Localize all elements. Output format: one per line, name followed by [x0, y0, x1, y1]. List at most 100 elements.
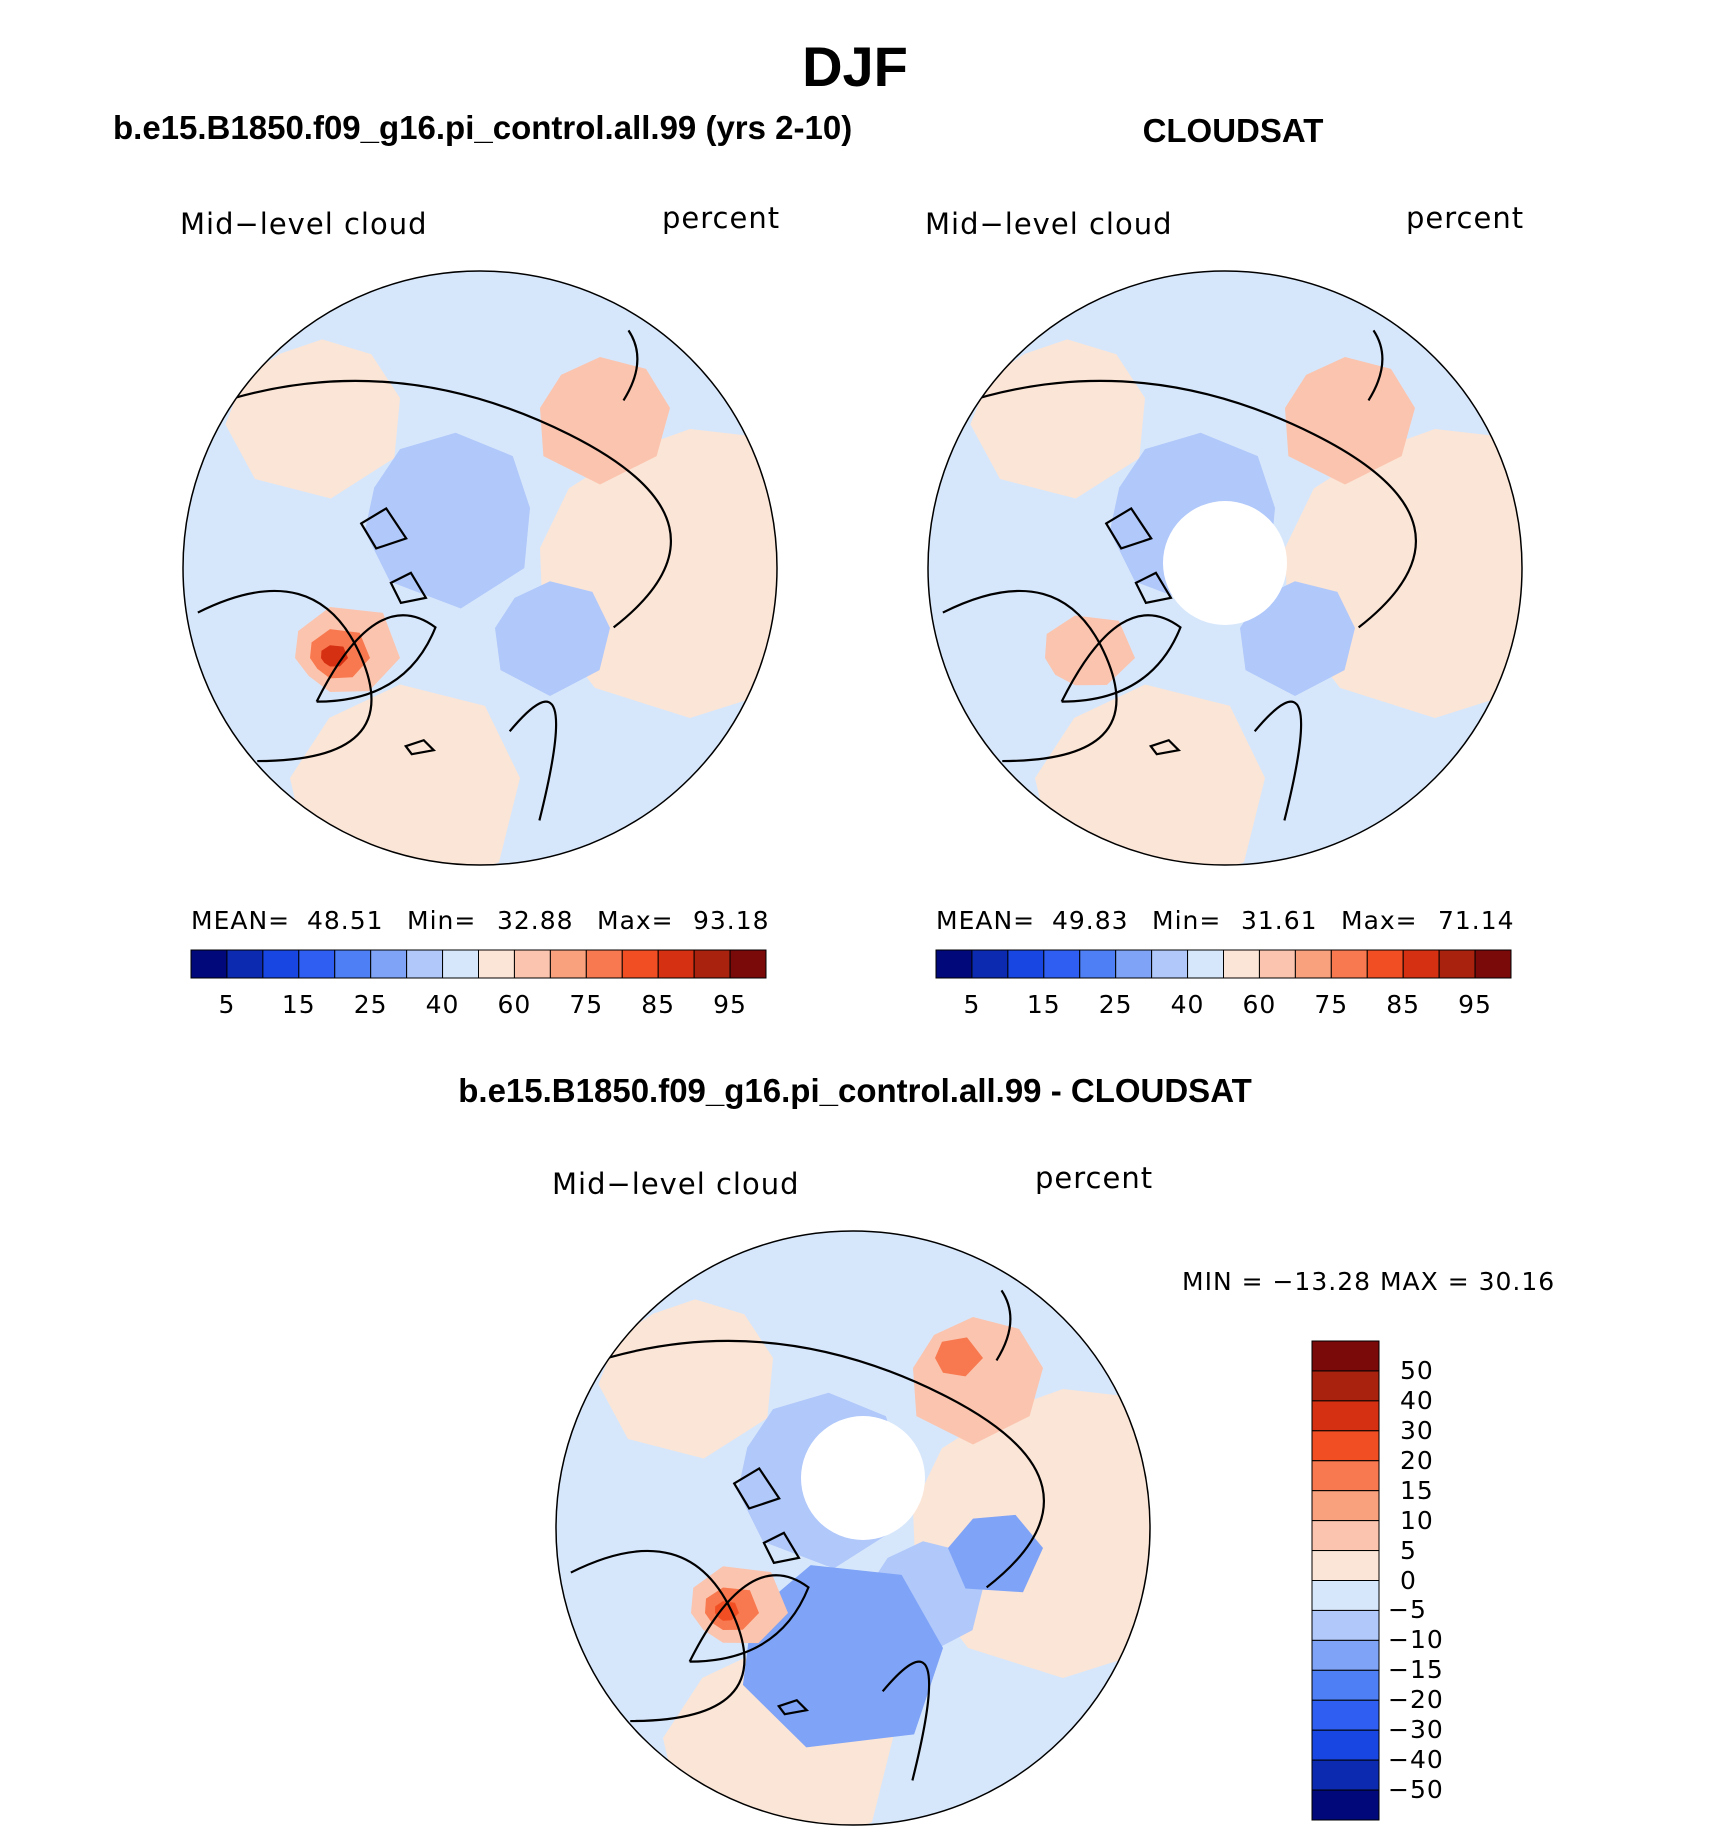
coastline	[1367, 329, 1384, 401]
colorbar-tick-label: −5	[1388, 1595, 1427, 1625]
colorbar-swatch	[1311, 1759, 1380, 1791]
colorbar-tick-label: 75	[569, 990, 604, 1019]
coastline	[315, 614, 437, 703]
colorbar-tick-label: 0	[1400, 1565, 1417, 1595]
colorbar-swatch	[513, 949, 551, 979]
colorbar-swatch	[1330, 949, 1368, 979]
colorbar-swatch	[1311, 1789, 1380, 1821]
colorbar-swatch	[621, 949, 659, 979]
field-region	[540, 429, 777, 718]
colorbar-tick-label: 95	[1458, 990, 1492, 1019]
field-region	[364, 432, 530, 609]
coastlines	[570, 1289, 1045, 1781]
field-region	[1045, 615, 1135, 686]
panel2-min-label: Min=	[1152, 906, 1222, 935]
colorbar-tick-label: −10	[1388, 1625, 1444, 1655]
difference-units: percent	[1035, 1161, 1154, 1195]
colorbar-swatch	[729, 949, 767, 979]
colorbar-swatch	[1007, 949, 1045, 979]
colorbar-swatch	[1311, 1520, 1380, 1552]
panel2-max-value: 71.14	[1438, 906, 1515, 935]
difference-variable: Mid−level cloud	[552, 1167, 800, 1201]
colorbar-tick-label: 30	[1400, 1415, 1434, 1445]
coastlines	[197, 329, 672, 821]
colorbar-tick-label: 15	[281, 990, 316, 1019]
coastline	[197, 590, 373, 763]
coastline	[1104, 506, 1153, 550]
colorbar-swatch	[549, 949, 587, 979]
coastline	[1253, 700, 1303, 821]
difference-title: b.e15.B1850.f09_g16.pi_control.all.99 - …	[458, 1072, 1252, 1109]
colorbar-tick-label: 60	[1242, 990, 1277, 1019]
colorbar-swatch	[1311, 1460, 1380, 1492]
colorbar-swatch	[1311, 1639, 1380, 1671]
coastline	[688, 1574, 810, 1663]
coastline	[1148, 738, 1182, 756]
coastline	[570, 1550, 746, 1723]
colorbar-tick-label: 85	[1386, 990, 1421, 1019]
colorbar-tick-label: 95	[713, 990, 747, 1019]
colorbar-tick-label: 85	[641, 990, 676, 1019]
colorbar-tick-label: 15	[1026, 990, 1061, 1019]
panel2-variable: Mid−level cloud	[925, 207, 1173, 241]
colorbar-swatch	[406, 949, 444, 979]
colorbar-tick-label: 10	[1400, 1505, 1434, 1535]
field-region	[1240, 581, 1355, 696]
colorbar-swatch	[1311, 1729, 1380, 1761]
colorbar-tick-label: 60	[497, 990, 532, 1019]
colorbar-swatch	[1311, 1699, 1380, 1731]
map-border	[555, 1230, 1151, 1826]
colorbar-swatch	[1311, 1370, 1380, 1402]
field-region	[495, 581, 610, 696]
colorbar-swatch	[1311, 1430, 1380, 1462]
field-region	[225, 339, 400, 499]
field-region	[948, 1514, 1043, 1593]
map-border	[927, 270, 1523, 866]
colorbar-tick-label: 5	[218, 990, 236, 1019]
missing-data-pole	[1163, 501, 1287, 625]
colorbar-swatch	[370, 949, 408, 979]
field-region	[935, 1337, 983, 1377]
colorbar-swatch	[1311, 1490, 1380, 1522]
colorbar-tick-label: −20	[1388, 1685, 1444, 1715]
colorbar-swatch	[1043, 949, 1081, 979]
colorbar-swatch	[1311, 1400, 1380, 1432]
field-region	[970, 339, 1145, 499]
panel1-units: percent	[662, 201, 781, 235]
colorbar-swatch	[334, 949, 372, 979]
colorbar-tick-label: 50	[1400, 1355, 1434, 1385]
colorbar-tick-label: −15	[1388, 1655, 1444, 1685]
missing-data-pole	[801, 1416, 925, 1540]
panel2-title: CLOUDSAT	[1142, 112, 1324, 149]
field-region	[1285, 429, 1522, 718]
polar-map-1	[182, 270, 778, 866]
field-region	[540, 357, 670, 485]
coastline	[995, 1289, 1012, 1361]
colorbar-swatch	[1187, 949, 1224, 979]
colorbar-tick-label: 25	[1098, 990, 1133, 1019]
colorbar-swatch	[1311, 1580, 1380, 1611]
panel1-mean-value: 48.51	[307, 906, 384, 935]
colorbar-difference	[1311, 1340, 1380, 1821]
field-region	[1285, 357, 1415, 485]
colorbar-swatch	[1311, 1550, 1380, 1581]
colorbar-swatch	[1438, 949, 1476, 979]
colorbar-tick-label: 40	[1170, 990, 1205, 1019]
panel1-min-value: 32.88	[497, 906, 574, 935]
colorbar-panel2	[935, 949, 1512, 979]
panel1-min-label: Min=	[407, 906, 477, 935]
colorbar-swatch	[935, 949, 973, 979]
coastline	[776, 1698, 810, 1716]
panel2-max-label: Max=	[1341, 906, 1418, 935]
colorbar-panel1	[190, 949, 767, 979]
panel1-max-label: Max=	[597, 906, 674, 935]
colorbar-tick-label: −40	[1388, 1745, 1444, 1775]
colorbar-swatch	[190, 949, 228, 979]
colorbar-tick-label: 5	[1400, 1535, 1417, 1565]
colorbar-tick-label: 75	[1314, 990, 1349, 1019]
panel1-max-value: 93.18	[693, 906, 770, 935]
colorbar-swatch	[1079, 949, 1117, 979]
panel2-mean-label: MEAN=	[936, 906, 1036, 935]
field-region	[598, 1299, 773, 1459]
coastline	[732, 1466, 781, 1510]
